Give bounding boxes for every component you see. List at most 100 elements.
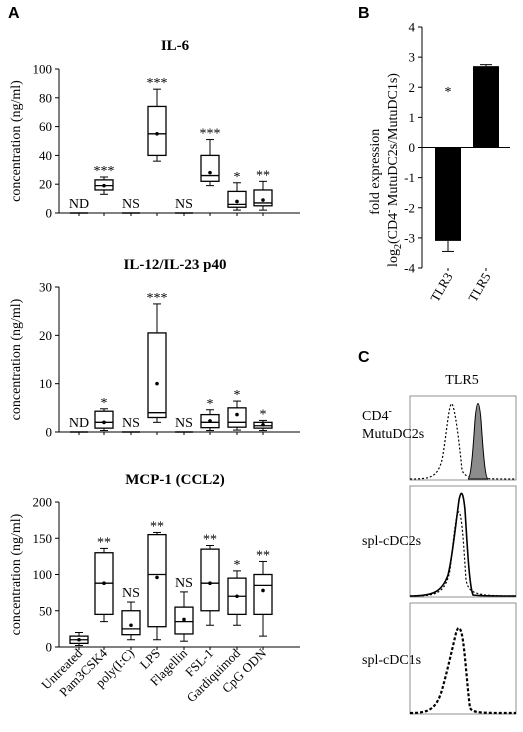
bar-1 <box>473 66 499 148</box>
y-tick-label-0-5: 100 <box>33 62 53 77</box>
bar-y-tick-label-7: -3 <box>404 230 415 245</box>
y-tick-label-0-4: 80 <box>39 90 52 105</box>
y-tick-label-2-2: 100 <box>33 567 53 582</box>
significance-1-1: * <box>101 396 108 411</box>
box-mean-2-2 <box>129 623 133 628</box>
bar-y-tick-label-3: 1 <box>409 110 416 125</box>
il6-boxplot: IL-6 0 20 40 60 80 100 concentration (ng/ml) ND *… <box>9 38 300 221</box>
histogram-frame-spl-cdc1s <box>409 602 517 715</box>
row1-sup: - <box>388 406 391 417</box>
y-tick-label-2-0: 0 <box>46 640 53 655</box>
box-0-5 <box>200 154 220 182</box>
histogram-frame-mutudc2s <box>409 395 517 481</box>
box-mean-2-6 <box>235 594 239 599</box>
y-tick-label-1-0: 0 <box>46 425 53 440</box>
box-1-1 <box>94 410 114 429</box>
y-axis-label-0: concentration (ng/ml) <box>9 80 24 202</box>
y-tick-label-1-1: 10 <box>39 376 52 391</box>
histogram-isotype-curve-spl-cdc2s <box>409 511 517 597</box>
histogram-isotype-curve-mutudc2s <box>409 403 517 480</box>
box-mean-0-3 <box>155 132 159 136</box>
y-axis-label-1: concentration (ng/ml) <box>9 298 24 420</box>
bar-y-tick-label-1: 3 <box>409 50 416 65</box>
histogram-tlr5-curve-spl-cdc2s <box>409 492 517 597</box>
significance-1-5: * <box>207 397 214 412</box>
bar-ylabel-rest: (CD4 <box>386 213 401 244</box>
tlr5-flow-histograms: TLR5 CD4- MutuDC2s spl-cDC2s spl-cDC1s <box>362 373 517 715</box>
bar-y-tick-label-8: -4 <box>404 261 415 276</box>
bar-ylabel-sup: - <box>384 210 395 213</box>
box-mean-2-5 <box>208 581 212 585</box>
bar-significance-1: * <box>483 85 490 100</box>
bar-significance-0: * <box>445 85 452 100</box>
significance-2-5: ** <box>203 533 217 548</box>
significance-0-7: ** <box>256 168 270 183</box>
box-mean-2-7 <box>261 588 265 593</box>
box-mean-1-3 <box>155 381 159 386</box>
histogram-row-label-mutudc2s: CD4- MutuDC2s <box>362 403 424 442</box>
significance-2-4: NS <box>175 576 193 591</box>
box-2-5 <box>200 548 220 612</box>
box-0-7 <box>253 189 273 207</box>
significance-0-6: * <box>234 170 241 185</box>
bar-ylabel-line1: fold expression <box>368 129 383 215</box>
box-mean-0-7 <box>261 198 265 202</box>
bar-category-label-1: TLR5 <box>465 270 494 304</box>
y-tick-label-0-3: 60 <box>39 119 52 134</box>
bar-0 <box>435 147 461 241</box>
histogram-curve-spl-cdc1s <box>409 626 517 715</box>
y-tick-label-1-3: 30 <box>39 280 52 295</box>
bar-y-tick-label-6: -2 <box>404 200 415 215</box>
y-tick-label-2-4: 200 <box>33 495 53 510</box>
box-0-6 <box>227 190 247 208</box>
tlr-fold-expression-bar-chart: fold expression log 2 (CD4- MutuDC2s/MutuD… <box>368 20 510 304</box>
box-mean-1-5 <box>208 419 212 423</box>
y-axis-label-2: concentration (ng/ml) <box>9 513 24 635</box>
y-tick-label-2-3: 150 <box>33 531 53 546</box>
significance-1-0: ND <box>69 416 89 431</box>
panel-title-1: IL-12/IL-23 p40 <box>124 257 227 273</box>
bar-ylabel-log: log <box>386 249 401 267</box>
significance-2-7: ** <box>256 548 270 563</box>
box-0-3 <box>147 105 167 157</box>
panel-title-2: MCP-1 (CCL2) <box>125 472 225 488</box>
significance-0-1: *** <box>94 164 115 179</box>
histogram-row-label-spl-cdc1s: spl-cDC1s <box>362 653 421 668</box>
bar-y-tick-label-0: 4 <box>409 20 416 35</box>
histogram-frame-spl-cdc2s <box>409 485 517 598</box>
panel-label-c: C <box>358 349 370 366</box>
significance-2-6: * <box>234 558 241 573</box>
significance-0-2: NS <box>122 197 140 212</box>
box-2-2 <box>121 610 141 636</box>
histogram-row-label-spl-cdc2s: spl-cDC2s <box>362 534 421 549</box>
significance-1-6: * <box>234 388 241 403</box>
panel-label-b: B <box>358 5 370 22</box>
y-tick-label-2-1: 50 <box>39 603 52 618</box>
significance-0-4: NS <box>175 197 193 212</box>
box-1-3 <box>147 332 167 419</box>
box-mean-2-0 <box>77 637 81 642</box>
box-mean-2-1 <box>102 581 106 585</box>
box-mean-0-1 <box>102 183 106 188</box>
bar-y-tick-label-4: 0 <box>409 140 416 155</box>
bar-y-tick-label-2: 2 <box>409 80 416 95</box>
mcp1-boxplot: MCP-1 (CCL2) 0 50 100 150 200 concentration (n… <box>9 472 300 655</box>
significance-1-3: *** <box>147 291 168 306</box>
box-1-6 <box>227 407 247 428</box>
bar-category-label-0: TLR3 <box>427 270 456 304</box>
significance-1-2: NS <box>122 416 140 431</box>
significance-0-5: *** <box>200 127 221 142</box>
bar-ylabel-tail: MutuDC2s/MutuDC1s) <box>386 73 401 210</box>
box-mean-1-1 <box>102 420 106 425</box>
box-2-7 <box>253 573 273 616</box>
significance-2-1: ** <box>97 535 111 550</box>
y-tick-label-0-1: 20 <box>39 177 52 192</box>
y-tick-label-1-2: 20 <box>39 328 52 343</box>
significance-0-3: *** <box>147 76 168 91</box>
row1-line1: CD4 <box>362 409 388 424</box>
box-mean-1-7 <box>261 422 265 427</box>
significance-2-2: NS <box>122 586 140 601</box>
box-mean-0-6 <box>235 199 239 204</box>
significance-1-4: NS <box>175 416 193 431</box>
